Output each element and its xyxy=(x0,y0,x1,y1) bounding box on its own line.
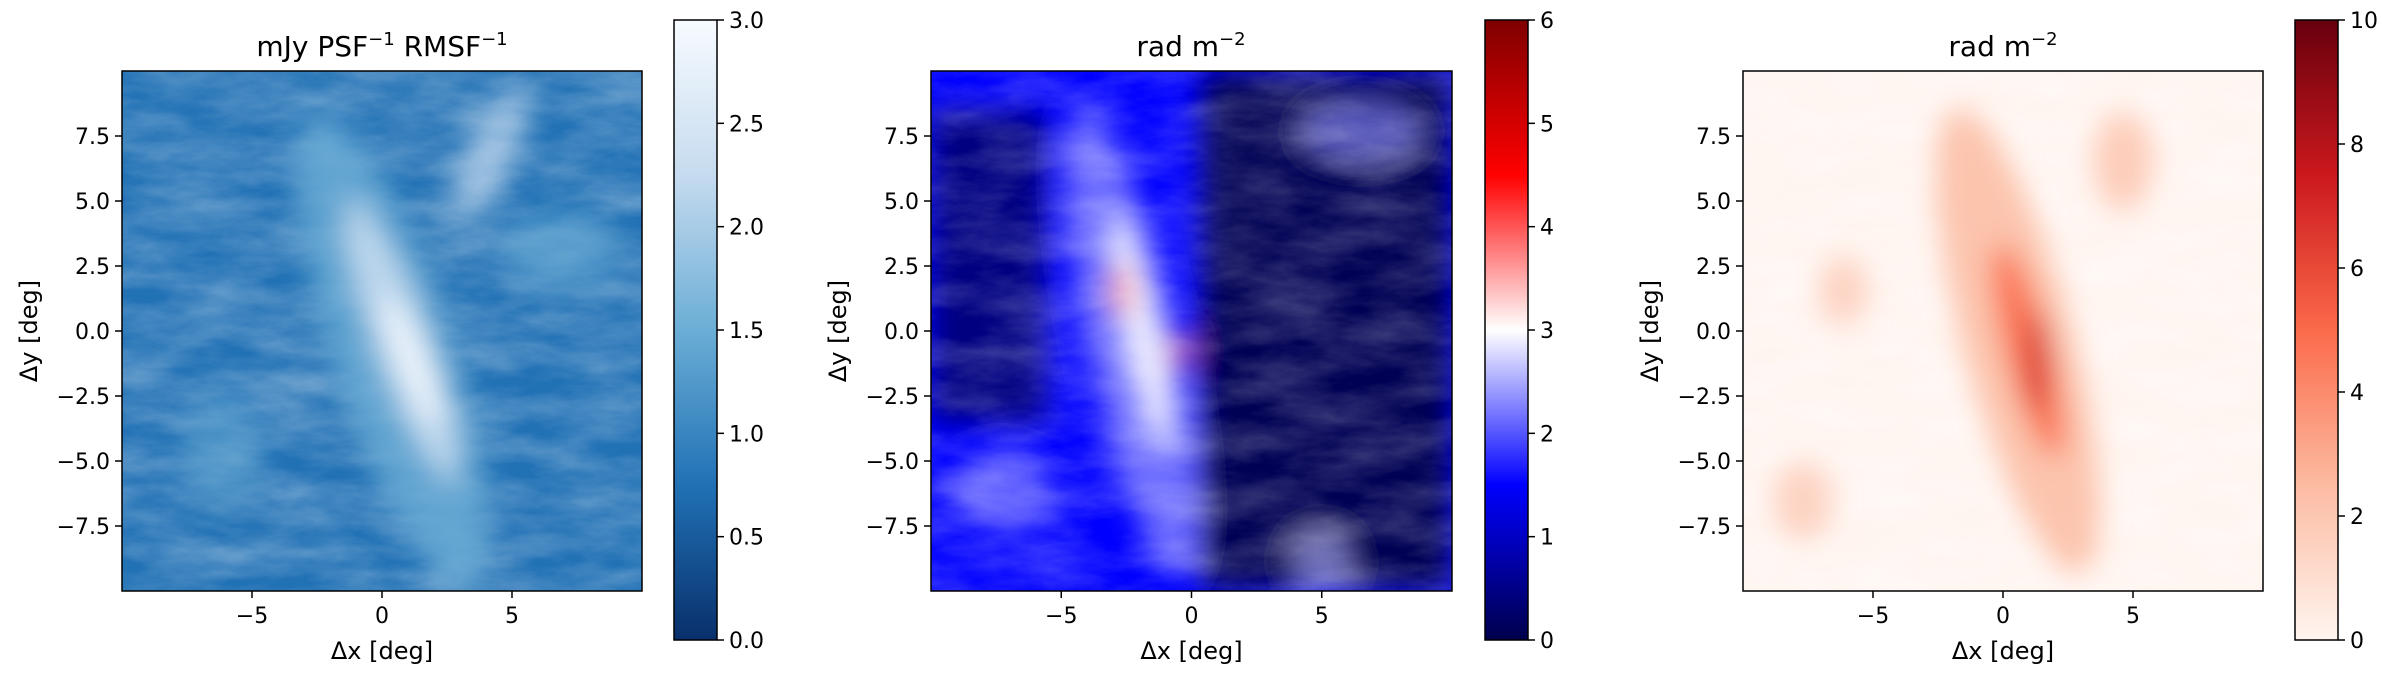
colorbar xyxy=(2294,19,2339,641)
colorbar-tick-label: 1.0 xyxy=(729,422,764,447)
x-tick-label: 5 xyxy=(505,604,519,629)
heatmap-panel-3: rad m−2 −5 0 5 −7.5 −5.0 −2.5 0.0 2.5 5.0 7.5 Δx [d… xyxy=(1636,9,2378,665)
colorbar-tick-label: 4 xyxy=(1540,216,1554,241)
y-tick-label: 0.0 xyxy=(884,320,919,345)
colorbar-tick-label: 3 xyxy=(1540,319,1554,344)
colorbar-tick-label: 2.0 xyxy=(729,216,764,241)
heatmap-field xyxy=(931,71,1452,591)
chart-title: mJy PSF−1 RMSF−1 xyxy=(256,29,507,63)
y-tick-label: 7.5 xyxy=(884,125,919,150)
chart-title: rad m−2 xyxy=(1948,29,2057,63)
y-tick-label: −2.5 xyxy=(57,385,110,410)
y-axis-label: Δy [deg] xyxy=(824,280,852,382)
colorbar-tick-label: 0 xyxy=(2350,629,2364,654)
colorbar-tick-label: 0.5 xyxy=(729,526,764,551)
x-axis-label: Δx [deg] xyxy=(331,637,433,665)
y-tick-label: 5.0 xyxy=(1696,190,1731,215)
heatmap-panel-2: rad m−2 −5 0 5 −7.5 −5.0 −2.5 0.0 2.5 5.0 7.5 Δx [d… xyxy=(824,9,1554,665)
colorbar-tick-label: 2 xyxy=(2350,505,2364,530)
y-tick-label: 5.0 xyxy=(75,190,110,215)
x-tick-label: −5 xyxy=(1857,604,1889,629)
x-tick-label: 0 xyxy=(375,604,389,629)
y-tick-label: −7.5 xyxy=(866,515,919,540)
y-axis-label: Δy [deg] xyxy=(15,280,43,382)
x-tick-label: 5 xyxy=(1315,604,1329,629)
chart-title: rad m−2 xyxy=(1136,29,1245,63)
y-tick-label: −2.5 xyxy=(866,385,919,410)
y-axis-label: Δy [deg] xyxy=(1636,280,1664,382)
colorbar-tick-label: 8 xyxy=(2350,133,2364,158)
y-tick-label: −5.0 xyxy=(57,450,110,475)
y-tick-label: −7.5 xyxy=(57,515,110,540)
colorbar-tick-label: 6 xyxy=(1540,9,1554,34)
x-axis-label: Δx [deg] xyxy=(1140,637,1242,665)
heatmap-panel-1: mJy PSF−1 RMSF−1 −5 0 5 −7.5 −5.0 −2.5 0.0 2.5 5.… xyxy=(15,9,764,665)
heatmap-field xyxy=(122,71,642,591)
y-tick-label: 2.5 xyxy=(1696,255,1731,280)
colorbar-tick-label: 2 xyxy=(1540,422,1554,447)
colorbar xyxy=(673,19,718,641)
y-tick-label: 2.5 xyxy=(884,255,919,280)
y-tick-label: 2.5 xyxy=(75,255,110,280)
colorbar xyxy=(1484,19,1529,641)
y-tick-label: 0.0 xyxy=(75,320,110,345)
colorbar-tick-label: 2.5 xyxy=(729,112,764,137)
y-tick-label: −7.5 xyxy=(1678,515,1731,540)
y-tick-label: −5.0 xyxy=(1678,450,1731,475)
y-tick-label: −5.0 xyxy=(866,450,919,475)
y-tick-label: 7.5 xyxy=(75,125,110,150)
colorbar-tick-label: 3.0 xyxy=(729,9,764,34)
heatmap-field xyxy=(1743,71,2263,591)
colorbar-tick-label: 6 xyxy=(2350,257,2364,282)
x-tick-label: −5 xyxy=(236,604,268,629)
y-tick-label: −2.5 xyxy=(1678,385,1731,410)
colorbar-tick-label: 4 xyxy=(2350,381,2364,406)
x-tick-label: −5 xyxy=(1045,604,1077,629)
colorbar-tick-label: 10 xyxy=(2350,9,2378,34)
colorbar-tick-label: 5 xyxy=(1540,112,1554,137)
colorbar-tick-label: 0 xyxy=(1540,629,1554,654)
y-tick-label: 7.5 xyxy=(1696,125,1731,150)
y-tick-label: 0.0 xyxy=(1696,320,1731,345)
x-tick-label: 5 xyxy=(2126,604,2140,629)
colorbar-tick-label: 1 xyxy=(1540,526,1554,551)
x-tick-label: 0 xyxy=(1185,604,1199,629)
x-axis-label: Δx [deg] xyxy=(1952,637,2054,665)
y-tick-label: 5.0 xyxy=(884,190,919,215)
colorbar-tick-label: 1.5 xyxy=(729,319,764,344)
x-tick-label: 0 xyxy=(1996,604,2010,629)
colorbar-tick-label: 0.0 xyxy=(729,629,764,654)
